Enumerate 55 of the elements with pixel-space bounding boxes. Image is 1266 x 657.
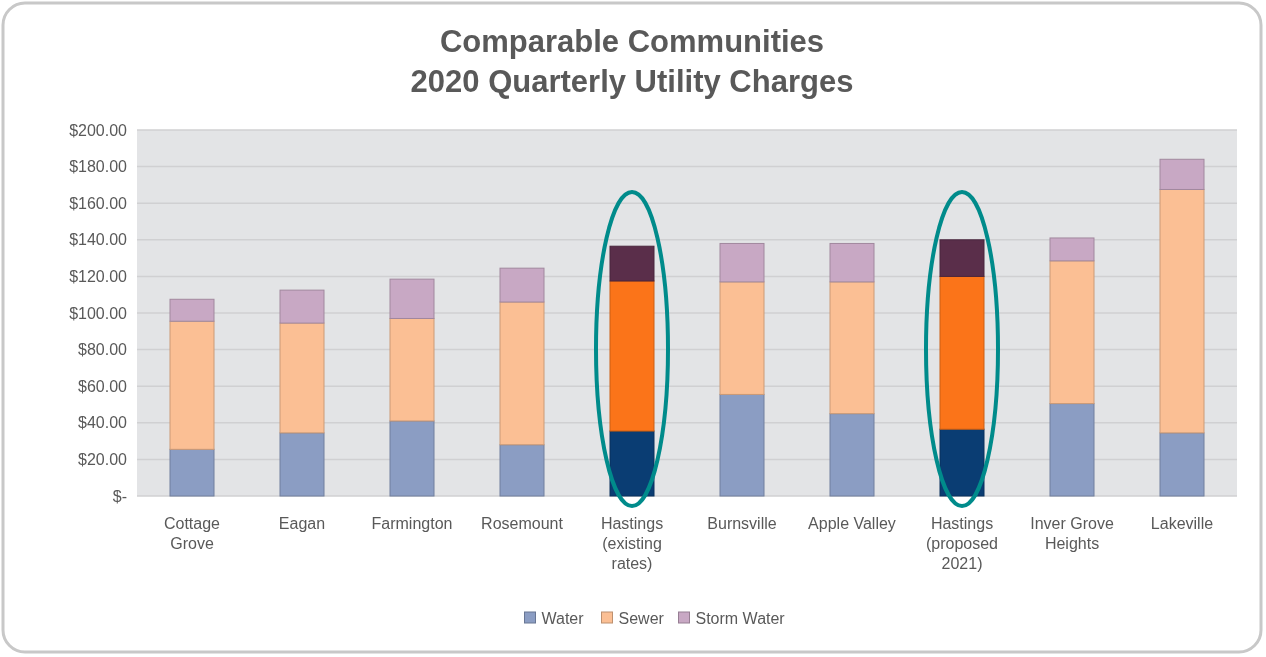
x-tick-label: Apple Valley — [808, 515, 896, 532]
legend-label: Storm Water — [695, 609, 786, 627]
legend-label: Sewer — [618, 609, 665, 627]
bar — [939, 428, 985, 497]
x-tick-label: Burnsville — [707, 515, 777, 532]
bar — [1049, 403, 1095, 497]
bar — [169, 298, 215, 322]
bar — [609, 280, 655, 432]
y-tick-label: $140.00 — [69, 231, 128, 249]
y-tick-label: $40.00 — [78, 414, 128, 432]
bar — [829, 413, 875, 497]
y-tick-label: $80.00 — [78, 341, 128, 359]
bar — [499, 444, 545, 497]
bar — [169, 320, 215, 450]
chart-title: Comparable Communities 2020 Quarterly Utility Charges — [410, 24, 854, 99]
bar — [499, 301, 545, 446]
bar — [829, 242, 875, 283]
x-tick-label: Rosemount — [481, 515, 564, 532]
y-tick-label: $- — [112, 487, 127, 505]
y-tick-label: $100.00 — [69, 304, 128, 322]
bar — [939, 239, 985, 277]
bar — [719, 393, 765, 497]
bar — [719, 281, 765, 395]
bar — [829, 281, 875, 415]
y-tick-label: $120.00 — [69, 268, 128, 285]
bar — [279, 432, 325, 497]
legend-label: Water — [541, 609, 585, 627]
y-tick-label: $160.00 — [69, 194, 128, 212]
y-tick-label: $180.00 — [69, 158, 128, 176]
x-tick-label: Cottage Grove — [163, 515, 221, 552]
x-tick-label: Hastings (proposed 2021) — [925, 515, 999, 572]
bar — [279, 289, 325, 324]
x-tick-label: Eagan — [278, 515, 326, 532]
x-tick-label: Inver Grove Heights — [1030, 515, 1114, 552]
bar — [389, 317, 435, 422]
bar — [279, 322, 325, 434]
bar — [609, 245, 655, 282]
x-tick-label: Farmington — [371, 515, 453, 532]
bar — [719, 242, 765, 283]
bar — [939, 275, 985, 430]
bar — [499, 267, 545, 303]
x-tick-label: Hastings (existing rates) — [600, 515, 664, 572]
y-tick-label: $20.00 — [78, 451, 128, 468]
bar — [1049, 260, 1095, 405]
bar — [609, 430, 655, 497]
bar — [1159, 188, 1205, 434]
bar — [389, 420, 435, 497]
bar — [169, 448, 215, 497]
y-tick-label: $60.00 — [78, 377, 128, 395]
bar — [1049, 237, 1095, 262]
y-tick-label: $200.00 — [69, 121, 128, 139]
bar — [1159, 432, 1205, 497]
bar — [389, 278, 435, 319]
bar — [1159, 158, 1205, 190]
x-tick-label: Lakeville — [1150, 515, 1214, 532]
